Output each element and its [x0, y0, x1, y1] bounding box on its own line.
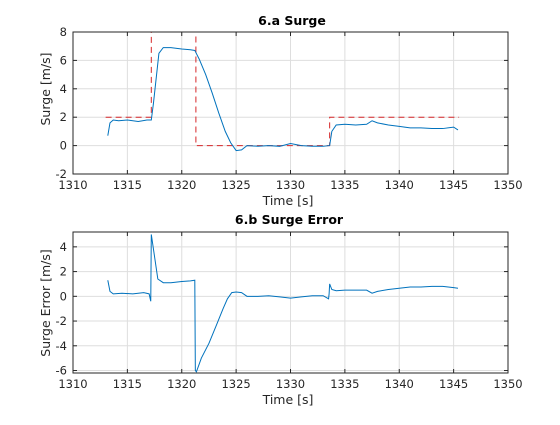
surge-xtick-label: 1325 — [221, 178, 250, 192]
surge-xtick-label: 1315 — [113, 178, 142, 192]
surge-error-xtick-label: 1340 — [385, 377, 414, 391]
surge-ytick-label: 4 — [60, 82, 67, 96]
surge-error-title: 6.b Surge Error — [235, 212, 344, 227]
surge-xtick-label: 1350 — [493, 178, 522, 192]
surge-error-measured-line — [107, 234, 459, 373]
surge-xlabel: Time [s] — [262, 193, 314, 208]
surge-ytick-label: 2 — [60, 110, 67, 124]
surge-panel: 6.a Surge Time [s] Surge [m/s] 1310 1315 1… — [38, 13, 523, 208]
surge-xtick-label: 1310 — [58, 178, 87, 192]
surge-error-ytick-label: 4 — [60, 240, 67, 254]
surge-ytick-label: 8 — [60, 25, 67, 39]
surge-ylabel: Surge [m/s] — [38, 52, 53, 125]
surge-error-ytick-label: -4 — [56, 339, 67, 353]
surge-ytick-label: -2 — [56, 167, 67, 181]
surge-title: 6.a Surge — [258, 13, 326, 28]
surge-error-panel: 6.b Surge Error Time [s] Surge Error [m/… — [38, 212, 523, 407]
surge-ytick-label: 0 — [60, 139, 67, 153]
surge-error-ylabel: Surge Error [m/s] — [38, 249, 53, 356]
surge-xtick-label: 1320 — [167, 178, 196, 192]
surge-xtick-label: 1335 — [330, 178, 359, 192]
surge-error-xtick-label: 1335 — [330, 377, 359, 391]
surge-reference-line — [105, 32, 460, 147]
surge-error-xtick-label: 1320 — [167, 377, 196, 391]
surge-error-xtick-label: 1310 — [58, 377, 87, 391]
surge-error-ytick-label: -6 — [56, 364, 67, 378]
surge-error-xtick-label: 1325 — [221, 377, 250, 391]
surge-error-ytick-label: 2 — [60, 265, 67, 279]
surge-error-ytick-label: -2 — [56, 314, 67, 328]
surge-xtick-label: 1340 — [385, 178, 414, 192]
surge-error-xtick-label: 1315 — [113, 377, 142, 391]
surge-error-xlabel: Time [s] — [262, 392, 314, 407]
surge-measured-line — [107, 47, 459, 152]
surge-error-xtick-label: 1350 — [493, 377, 522, 391]
surge-error-xtick-label: 1330 — [276, 377, 305, 391]
surge-ytick-label: 6 — [60, 53, 67, 67]
surge-xtick-label: 1345 — [439, 178, 468, 192]
surge-error-xtick-label: 1345 — [439, 377, 468, 391]
surge-xtick-label: 1330 — [276, 178, 305, 192]
surge-error-ytick-label: 0 — [60, 289, 67, 303]
